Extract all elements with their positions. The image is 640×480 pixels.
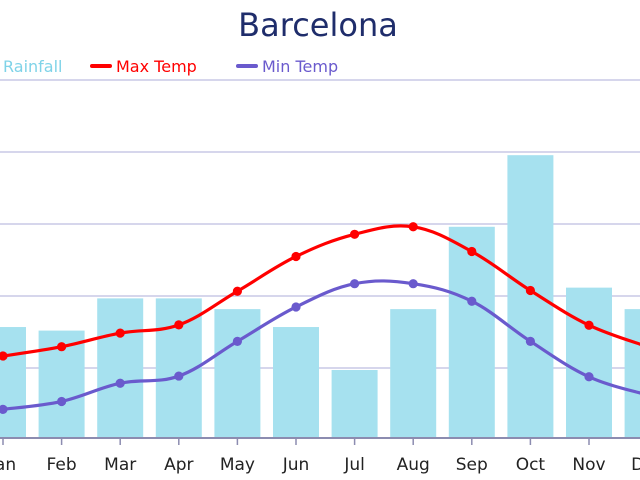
- x-tick-label-jul: Jul: [343, 455, 365, 475]
- legend-label-rainfall: Rainfall: [3, 57, 62, 76]
- x-tick-label-jan: Jan: [0, 455, 16, 475]
- min-temp-point-mar[interactable]: [115, 378, 125, 388]
- x-tick-label-feb: Feb: [47, 455, 77, 475]
- max-temp-point-feb[interactable]: [57, 342, 67, 352]
- min-temp-point-feb[interactable]: [57, 396, 67, 407]
- x-tick-label-sep: Sep: [456, 455, 488, 475]
- legend-label-min-temp: Min Temp: [262, 57, 338, 76]
- chart-title: Barcelona: [238, 6, 398, 44]
- legend-item-min-temp[interactable]: Min Temp: [236, 57, 338, 76]
- x-tick-label-dec: Dec: [631, 455, 640, 475]
- min-temp-point-jul[interactable]: [350, 279, 360, 289]
- rainfall-bar-oct[interactable]: [507, 155, 554, 438]
- min-temp-point-may[interactable]: [232, 336, 242, 346]
- x-tick-label-nov: Nov: [572, 455, 605, 475]
- max-temp-point-aug[interactable]: [408, 222, 418, 232]
- rainfall-bar-jun[interactable]: [273, 327, 319, 438]
- max-temp-point-may[interactable]: [232, 286, 242, 296]
- max-temp-point-oct[interactable]: [525, 285, 536, 296]
- min-temp-point-nov[interactable]: [584, 372, 594, 382]
- x-tick-label-mar: Mar: [104, 455, 136, 475]
- rainfall-bar-jan[interactable]: [0, 327, 26, 438]
- max-temp-point-jun[interactable]: [291, 251, 301, 262]
- x-tick-label-oct: Oct: [516, 455, 546, 475]
- rainfall-bar-mar[interactable]: [97, 298, 144, 438]
- max-temp-point-jul[interactable]: [350, 229, 360, 239]
- min-temp-point-jan[interactable]: [0, 404, 8, 414]
- rainfall-bar-nov[interactable]: [566, 287, 612, 438]
- rainfall-bar-jul[interactable]: [331, 369, 378, 438]
- temperature-lines: [0, 222, 640, 414]
- max-temp-point-nov[interactable]: [584, 320, 594, 330]
- x-tick-label-may: May: [220, 455, 255, 475]
- min-temp-point-jun[interactable]: [291, 302, 301, 312]
- min-temp-point-aug[interactable]: [408, 279, 418, 289]
- max-temp-point-apr[interactable]: [174, 320, 184, 330]
- max-temp-point-mar[interactable]: [115, 328, 125, 338]
- x-axis: Jan Feb Mar Apr May Jun Jul Aug Sep Oct Nov Dec: [0, 437, 640, 475]
- x-tick-label-aug: Aug: [397, 455, 430, 475]
- min-temp-point-oct[interactable]: [525, 336, 536, 346]
- rainfall-bar-dec[interactable]: [624, 309, 640, 438]
- rainfall-bar-sep[interactable]: [448, 226, 495, 438]
- rainfall-bar-aug[interactable]: [390, 309, 437, 438]
- rainfall-bar-may[interactable]: [214, 309, 261, 438]
- legend-label-max-temp: Max Temp: [116, 57, 197, 76]
- min-temp-point-sep[interactable]: [467, 296, 477, 306]
- min-temp-point-apr[interactable]: [174, 371, 184, 381]
- legend-item-max-temp[interactable]: Max Temp: [90, 57, 197, 76]
- x-tick-label-apr: Apr: [164, 455, 193, 475]
- x-tick-label-jun: Jun: [282, 455, 310, 475]
- max-temp-point-sep[interactable]: [467, 246, 477, 257]
- max-temp-point-jan[interactable]: [0, 351, 8, 361]
- legend[interactable]: Rainfall Max Temp Min Temp: [3, 57, 338, 76]
- legend-item-rainfall[interactable]: Rainfall: [3, 57, 62, 76]
